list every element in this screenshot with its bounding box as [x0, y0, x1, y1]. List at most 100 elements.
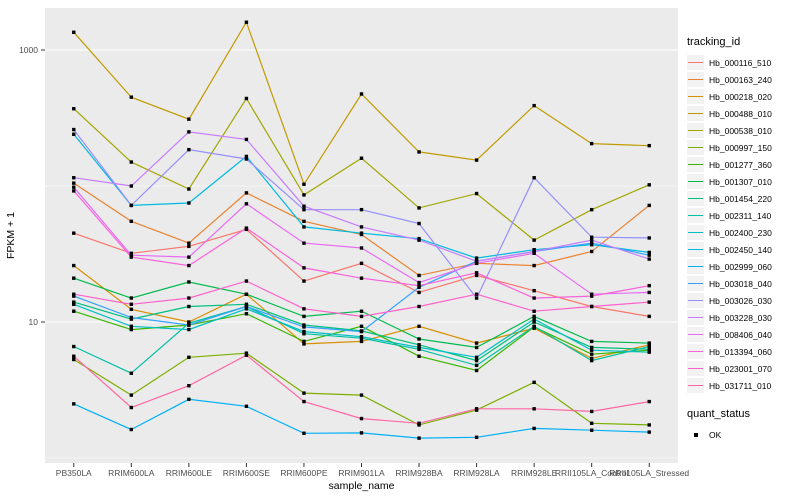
- data-point: [589, 292, 594, 296]
- data-point: [359, 309, 364, 313]
- data-point: [474, 271, 479, 275]
- data-point: [532, 314, 536, 319]
- data-point: [417, 345, 421, 350]
- data-point: [244, 96, 249, 101]
- y-axis-title: FPKM + 1: [5, 212, 17, 259]
- data-point: [359, 207, 364, 212]
- data-point: [532, 251, 536, 255]
- legend-color-line: [688, 283, 703, 284]
- data-point: [72, 292, 76, 296]
- data-point: [474, 355, 479, 360]
- data-point: [589, 358, 594, 363]
- data-point: [474, 191, 479, 196]
- data-point: [129, 324, 134, 328]
- data-point: [244, 279, 249, 283]
- legend-color-line: [688, 130, 703, 131]
- data-point: [417, 290, 421, 295]
- data-point: [359, 225, 364, 229]
- legend-key-swatch: [687, 208, 704, 223]
- data-point: [359, 92, 364, 96]
- data-point: [302, 207, 306, 212]
- legend-label: Hb_002450_140: [709, 244, 772, 255]
- ok-point-swatch: [693, 432, 698, 437]
- data-point: [589, 304, 594, 309]
- legend-key-ok: [687, 427, 704, 442]
- data-point: [359, 329, 364, 334]
- legend-label: Hb_002311_140: [709, 210, 772, 221]
- x-tick-label: RRIM600SE: [223, 468, 271, 478]
- data-point: [302, 339, 306, 344]
- data-point: [474, 259, 479, 263]
- data-point: [417, 283, 421, 288]
- legend-color-line: [688, 317, 703, 318]
- data-point: [72, 176, 76, 180]
- legend-label: Hb_023001_070: [709, 363, 772, 374]
- legend-color-line: [688, 266, 703, 267]
- data-point: [589, 409, 594, 414]
- legend-label: Hb_000538_010: [709, 125, 772, 136]
- data-point: [417, 436, 421, 440]
- data-point: [417, 150, 421, 154]
- legend-quant-status: quant_status OK: [687, 408, 799, 443]
- data-point: [244, 154, 249, 159]
- data-point: [647, 399, 651, 404]
- data-point: [129, 219, 134, 224]
- x-tick-label: RRIM600PE: [280, 468, 328, 478]
- legend-color-line: [688, 385, 703, 386]
- data-point: [359, 156, 364, 160]
- legend-entry-Hb_000488_010: Hb_000488_010: [687, 105, 799, 122]
- legend-label: Hb_001454_220: [709, 193, 772, 204]
- data-point: [532, 426, 536, 431]
- legend-entry-Hb_001307_010: Hb_001307_010: [687, 173, 799, 190]
- legend-label: Hb_003026_030: [709, 295, 772, 306]
- data-point: [589, 249, 594, 254]
- legend-key-swatch: [687, 378, 704, 393]
- data-point: [417, 343, 421, 347]
- data-point: [187, 304, 191, 309]
- data-point: [129, 393, 134, 397]
- x-tick-label: RRIM928BA: [395, 468, 443, 478]
- legend-entry-Hb_003026_030: Hb_003026_030: [687, 292, 799, 309]
- data-point: [474, 261, 479, 266]
- legend-entry-Hb_000538_010: Hb_000538_010: [687, 122, 799, 139]
- legend-key-swatch: [687, 72, 704, 87]
- data-point: [72, 127, 76, 132]
- data-point: [589, 421, 594, 425]
- legend-entry-Hb_002999_060: Hb_002999_060: [687, 258, 799, 275]
- data-point: [359, 324, 364, 328]
- data-point: [129, 296, 134, 300]
- data-point: [302, 399, 306, 404]
- data-point: [129, 315, 134, 320]
- data-point: [647, 314, 651, 319]
- data-point: [532, 380, 536, 385]
- data-point: [417, 238, 421, 242]
- legend-label: Hb_000488_010: [709, 108, 772, 119]
- data-point: [589, 345, 594, 350]
- legend-color-line: [688, 232, 703, 233]
- data-point: [244, 353, 249, 357]
- data-point: [532, 309, 536, 313]
- data-point: [72, 354, 76, 358]
- legend-key-swatch: [687, 327, 704, 342]
- data-point: [647, 236, 651, 240]
- legend-title-tracking-id: tracking_id: [687, 36, 741, 48]
- legend-label: Hb_001277_360: [709, 159, 772, 170]
- data-point: [302, 204, 306, 208]
- data-point: [359, 334, 364, 339]
- data-point: [244, 351, 249, 355]
- data-point: [129, 255, 134, 259]
- data-point: [532, 176, 536, 180]
- data-point: [187, 201, 191, 205]
- data-point: [417, 421, 421, 425]
- data-point: [244, 202, 249, 206]
- legend-entry-Hb_000997_150: Hb_000997_150: [687, 139, 799, 156]
- data-point: [129, 184, 134, 188]
- data-point: [417, 354, 421, 358]
- data-point: [129, 253, 134, 257]
- data-point: [359, 393, 364, 397]
- data-point: [532, 407, 536, 411]
- data-point: [302, 225, 306, 229]
- data-point: [72, 189, 76, 193]
- data-point: [302, 279, 306, 283]
- data-point: [244, 307, 249, 311]
